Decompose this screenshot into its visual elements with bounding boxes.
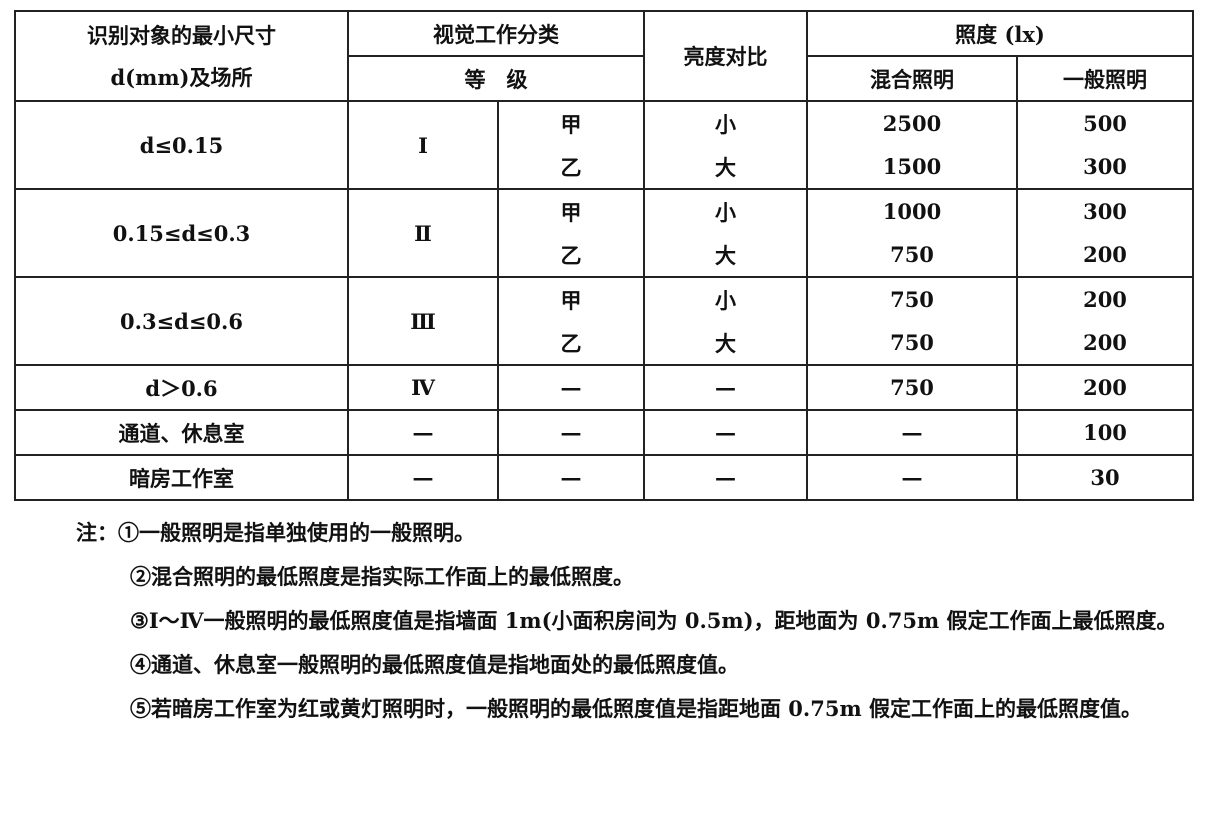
grade-cell: Ⅱ xyxy=(347,188,499,278)
table-row: 通道、休息室 — — — —100 xyxy=(14,409,1194,456)
header-size: 识别对象的最小尺寸 d(mm)及场所 xyxy=(14,10,349,102)
sub-cell: 乙 xyxy=(497,233,645,278)
note-3: ③Ⅰ～Ⅳ一般照明的最低照度值是指墙面 1m(小面积房间为 0.5m)，距地面为 … xyxy=(130,608,1178,633)
grade-cell: — xyxy=(347,454,499,501)
mixed-cell: 750 xyxy=(806,364,1018,411)
mixed-cell: 750 xyxy=(806,321,1018,366)
sub-cell: 甲 xyxy=(497,276,645,321)
general-cell: 200 xyxy=(1016,233,1194,278)
table-row: d≤0.15 Ⅰ 甲小 2500 500 xyxy=(14,100,1194,190)
note-5: ⑤若暗房工作室为红或黄灯照明时，一般照明的最低照度值是指距地面 0.75m 假定… xyxy=(130,696,1142,721)
sub-cell: — xyxy=(497,454,645,501)
mixed-cell: 1500 xyxy=(806,145,1018,190)
grade-cell: Ⅲ xyxy=(347,276,499,366)
table-row: 0.15≤d≤0.3 Ⅱ 甲小 1000 300 xyxy=(14,188,1194,278)
grade-cell: Ⅳ xyxy=(347,364,499,411)
contrast-cell: 小 xyxy=(643,276,808,321)
general-cell: 300 xyxy=(1016,145,1194,190)
contrast-cell: — xyxy=(643,409,808,456)
size-cell: 0.3≤d≤0.6 xyxy=(14,276,349,366)
contrast-cell: — xyxy=(643,454,808,501)
mixed-cell: 750 xyxy=(806,276,1018,321)
contrast-cell: 大 xyxy=(643,233,808,278)
mixed-cell: 750 xyxy=(806,233,1018,278)
notes: 注：①一般照明是指单独使用的一般照明。 ②混合照明的最低照度是指实际工作面上的最… xyxy=(14,511,1192,731)
mixed-cell: — xyxy=(806,409,1018,456)
table-row: 乙大 1500 300 xyxy=(15,145,1194,190)
header-general: 一般照明 xyxy=(1016,55,1194,102)
general-cell: 200 xyxy=(1016,276,1194,321)
table-row: 0.3≤d≤0.6 Ⅲ 甲小 750 200 xyxy=(14,276,1194,366)
contrast-cell: — xyxy=(643,364,808,411)
note-2: ②混合照明的最低照度是指实际工作面上的最低照度。 xyxy=(130,564,634,589)
header-size-line2: d(mm)及场所 xyxy=(110,65,253,90)
contrast-cell: 小 xyxy=(643,188,808,233)
table-row: 乙大 750 200 xyxy=(15,321,1194,366)
general-cell: 500 xyxy=(1016,100,1194,145)
size-cell: d≤0.15 xyxy=(14,100,349,190)
grade-cell: — xyxy=(347,409,499,456)
header-row-1: 识别对象的最小尺寸 d(mm)及场所 视觉工作分类 亮度对比 照度 (lx) xyxy=(14,10,1194,102)
sub-cell: 乙 xyxy=(497,321,645,366)
general-cell: 200 xyxy=(1016,321,1194,366)
sub-cell: 甲 xyxy=(497,188,645,233)
header-mixed: 混合照明 xyxy=(806,55,1018,102)
mixed-cell: 2500 xyxy=(806,100,1018,145)
illuminance-table: 识别对象的最小尺寸 d(mm)及场所 视觉工作分类 亮度对比 照度 (lx) 等 … xyxy=(14,10,1194,501)
note-4: ④通道、休息室一般照明的最低照度值是指地面处的最低照度值。 xyxy=(130,652,739,677)
header-size-line1: 识别对象的最小尺寸 xyxy=(87,23,276,48)
general-cell: 300 xyxy=(1016,188,1194,233)
contrast-cell: 小 xyxy=(643,100,808,145)
header-contrast: 亮度对比 xyxy=(643,10,808,102)
grade-cell: Ⅰ xyxy=(347,100,499,190)
size-cell: d＞0.6 xyxy=(14,364,349,411)
table-row: 暗房工作室 — — — —30 xyxy=(14,454,1194,501)
mixed-cell: — xyxy=(806,454,1018,501)
mixed-cell: 1000 xyxy=(806,188,1018,233)
table-row: d＞0.6 Ⅳ — —750 200 xyxy=(14,364,1194,411)
size-cell: 暗房工作室 xyxy=(14,454,349,501)
size-cell: 0.15≤d≤0.3 xyxy=(14,188,349,278)
general-cell: 30 xyxy=(1016,454,1194,501)
size-cell: 通道、休息室 xyxy=(14,409,349,456)
contrast-cell: 大 xyxy=(643,145,808,190)
sub-cell: 甲 xyxy=(497,100,645,145)
header-row-2: 等 级 混合照明 一般照明 xyxy=(15,55,1194,102)
sub-cell: 乙 xyxy=(497,145,645,190)
note-1: 注：①一般照明是指单独使用的一般照明。 xyxy=(76,520,475,545)
sub-cell: — xyxy=(497,364,645,411)
header-visual: 视觉工作分类 xyxy=(347,10,645,57)
contrast-cell: 大 xyxy=(643,321,808,366)
table-row: 乙大 750 200 xyxy=(15,233,1194,278)
sub-cell: — xyxy=(497,409,645,456)
general-cell: 200 xyxy=(1016,364,1194,411)
header-illuminance: 照度 (lx) xyxy=(806,10,1194,57)
general-cell: 100 xyxy=(1016,409,1194,456)
header-grade: 等 级 xyxy=(347,55,645,102)
